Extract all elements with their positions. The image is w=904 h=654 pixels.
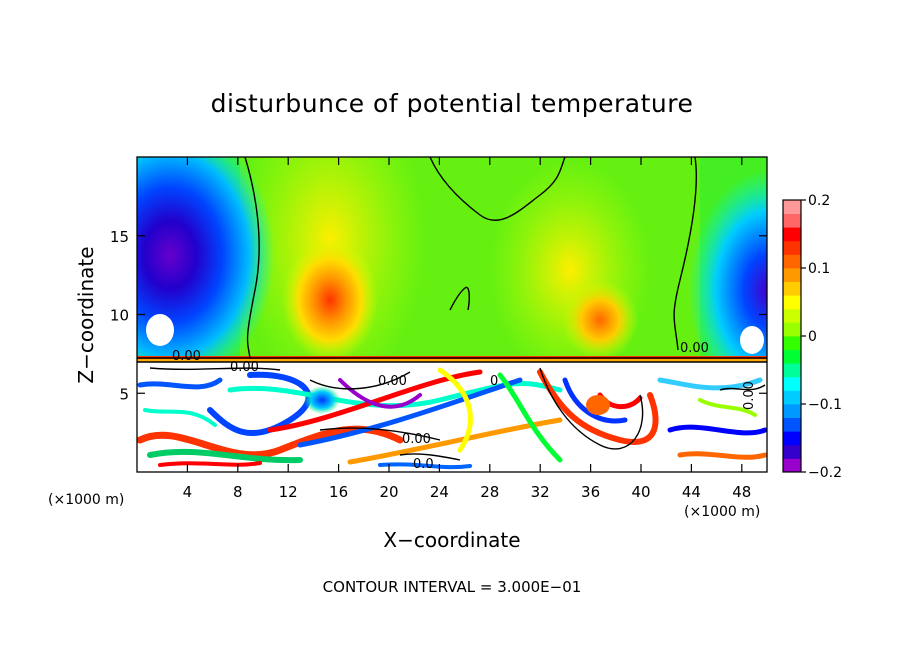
colorbar-swatch (783, 227, 801, 242)
x-tick-label: 4 (183, 483, 193, 501)
chart-title: disturbunce of potential temperature (211, 89, 694, 118)
colorbar-swatch (783, 404, 801, 418)
white-patch-left (146, 314, 174, 346)
colorbar-swatch (783, 240, 801, 255)
contour-label: 0.0 (413, 457, 434, 472)
colorbar-swatch (783, 268, 801, 282)
x-tick-label: 36 (581, 483, 600, 501)
colorbar-swatch (783, 336, 801, 350)
y-tick-label: 10 (110, 307, 129, 325)
contour-lines (137, 157, 767, 461)
colorbar-tick-label: −0.1 (808, 397, 842, 413)
colorbar-swatch (783, 444, 801, 459)
colorbar-swatch (783, 376, 801, 391)
colorbar-swatch (783, 349, 801, 364)
colorbar-tick-label: 0.2 (808, 193, 830, 209)
colorbar-swatch (783, 200, 801, 214)
colorbar-swatch (783, 295, 801, 310)
x-tick-label: 28 (480, 483, 499, 501)
x-tick-label: 8 (233, 483, 243, 501)
colorbar-swatch (783, 458, 801, 473)
colorbar-swatch (783, 417, 801, 432)
contour-label: 0.00 (378, 374, 407, 389)
y-axis-ticks: 5 10 15 (110, 228, 767, 403)
x-tick-label: 12 (279, 483, 298, 501)
contour-interval-annotation: CONTOUR INTERVAL = 3.000E−01 (323, 578, 582, 596)
contour-label: 0.00 (172, 349, 201, 364)
colorbar-tick-label: 0 (808, 329, 817, 345)
colorbar-swatch (783, 281, 801, 296)
y-tick-label: 5 (119, 385, 129, 403)
colorbar-swatch (783, 308, 801, 323)
x-axis-ticks: 4 8 12 16 20 24 28 32 36 40 44 48 (183, 157, 751, 501)
colorbar-swatch (783, 254, 801, 269)
colorbar (782, 199, 802, 473)
colorbar-tick-label: 0.1 (808, 261, 830, 277)
colorbar-swatch (783, 431, 801, 446)
contour-label: 0.00 (230, 360, 259, 375)
x-unit-left: (×1000 m) (48, 492, 124, 508)
x-axis-title: X−coordinate (383, 528, 520, 552)
x-tick-label: 44 (682, 483, 701, 501)
contour-label: 0.00 (680, 341, 709, 356)
contour-label: 0.00 (742, 381, 757, 410)
colorbar-swatch (783, 213, 801, 228)
x-tick-label: 40 (631, 483, 650, 501)
x-tick-label: 16 (329, 483, 348, 501)
colorbar-swatch (783, 322, 801, 337)
warm-anomaly-center (282, 238, 378, 362)
x-tick-label: 32 (531, 483, 550, 501)
colorbar-ticks: 0.2 0.1 0 −0.1 −0.2 (801, 193, 842, 481)
white-patch-right (740, 326, 764, 354)
lower-eddy-warm (586, 395, 610, 415)
y-tick-label: 15 (110, 228, 129, 246)
lower-layer-eddies (137, 367, 767, 470)
colorbar-swatch (783, 363, 801, 378)
x-tick-label: 24 (430, 483, 449, 501)
contour-label: 0 (490, 374, 498, 389)
contour-label: 0.00 (402, 432, 431, 447)
heatmap-field (137, 157, 767, 472)
contour-labels: 0.000.000.000.000.000.000.00 (172, 341, 757, 472)
x-tick-label: 20 (379, 483, 398, 501)
colorbar-tick-label: −0.2 (808, 465, 842, 481)
y-axis-title: Z−coordinate (74, 246, 98, 383)
warm-anomaly-right (562, 280, 638, 360)
colorbar-swatch (783, 390, 801, 405)
lower-eddy-blue (304, 386, 340, 414)
inversion-band-orange (137, 359, 767, 362)
x-unit-right: (×1000 m) (684, 504, 760, 520)
x-tick-label: 48 (732, 483, 751, 501)
